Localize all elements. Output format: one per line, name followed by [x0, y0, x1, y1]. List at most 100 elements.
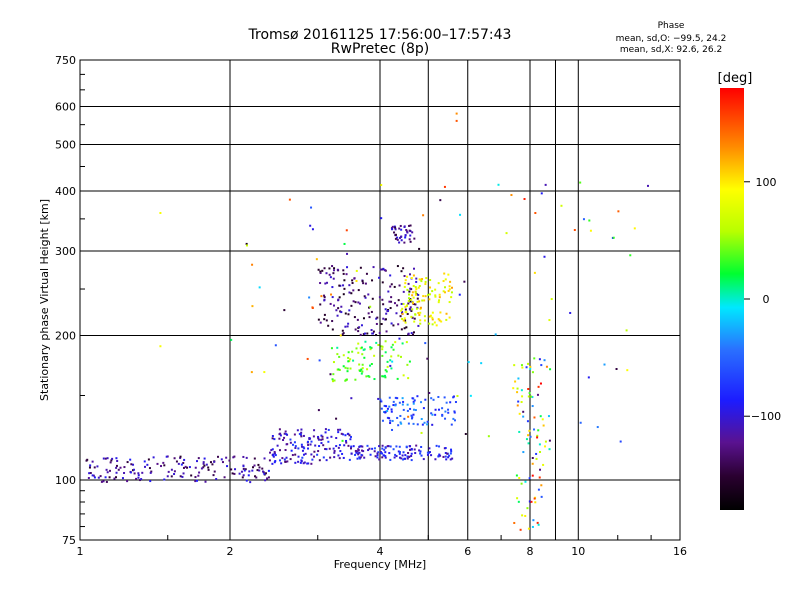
- data-point: [520, 401, 523, 404]
- data-point: [351, 279, 354, 282]
- data-point: [354, 449, 357, 452]
- data-point: [439, 454, 442, 457]
- data-point: [401, 454, 404, 457]
- data-point: [426, 453, 429, 456]
- data-point: [435, 444, 438, 447]
- data-point: [276, 444, 279, 447]
- data-point: [384, 451, 387, 454]
- data-point: [263, 472, 266, 475]
- data-point: [545, 365, 548, 368]
- data-point: [335, 437, 338, 440]
- data-point: [629, 254, 632, 257]
- data-point: [401, 310, 404, 313]
- data-point: [395, 455, 398, 458]
- data-point: [338, 444, 341, 447]
- data-point: [363, 456, 366, 459]
- data-point: [327, 324, 330, 327]
- data-point: [331, 378, 334, 381]
- data-point: [431, 423, 434, 426]
- data-point: [333, 451, 336, 454]
- data-point: [367, 293, 370, 296]
- data-point: [306, 357, 309, 360]
- data-point: [394, 453, 397, 456]
- data-point: [373, 354, 376, 357]
- data-point: [344, 434, 347, 437]
- data-point: [410, 298, 413, 301]
- data-point: [378, 296, 381, 299]
- data-point: [167, 470, 170, 473]
- data-point: [428, 451, 431, 454]
- data-point: [452, 417, 455, 420]
- data-point: [232, 456, 235, 459]
- data-point: [362, 450, 365, 453]
- data-point: [182, 461, 185, 464]
- data-point: [182, 466, 185, 469]
- data-point: [408, 224, 411, 227]
- data-point: [419, 450, 422, 453]
- data-point: [328, 267, 331, 270]
- data-point: [299, 433, 302, 436]
- data-point: [279, 434, 282, 437]
- data-point: [290, 449, 293, 452]
- data-point: [582, 218, 585, 221]
- data-point: [402, 302, 405, 305]
- data-point: [464, 432, 467, 435]
- data-point: [431, 311, 434, 314]
- data-point: [530, 500, 533, 503]
- data-point: [409, 407, 412, 410]
- data-point: [377, 451, 380, 454]
- data-point: [540, 495, 543, 498]
- data-point: [369, 453, 372, 456]
- data-point: [410, 332, 413, 335]
- data-point: [288, 198, 291, 201]
- data-point: [149, 471, 152, 474]
- data-point: [384, 455, 387, 458]
- data-point: [362, 348, 365, 351]
- data-point: [414, 303, 417, 306]
- data-point: [487, 435, 490, 438]
- data-point: [626, 369, 629, 372]
- data-point: [406, 455, 409, 458]
- data-point: [391, 428, 394, 431]
- data-point: [401, 458, 404, 461]
- data-point: [527, 362, 530, 365]
- data-point: [369, 348, 372, 351]
- data-point: [314, 444, 317, 447]
- data-point: [318, 459, 321, 462]
- data-point: [297, 455, 300, 458]
- data-point: [197, 474, 200, 477]
- data-point: [404, 279, 407, 282]
- data-point: [375, 341, 378, 344]
- data-point: [102, 480, 105, 483]
- data-point: [173, 457, 176, 460]
- data-point: [536, 436, 539, 439]
- data-point: [381, 354, 384, 357]
- data-point: [535, 452, 538, 455]
- data-point: [248, 470, 251, 473]
- data-point: [163, 478, 166, 481]
- data-point: [548, 439, 551, 442]
- data-point: [411, 231, 414, 234]
- x-tick-label: 10: [571, 545, 585, 558]
- data-point: [390, 355, 393, 358]
- data-point: [372, 330, 375, 333]
- data-point: [87, 477, 90, 480]
- data-point: [384, 376, 387, 379]
- data-point: [344, 312, 347, 315]
- data-point: [397, 299, 400, 302]
- data-point: [320, 295, 323, 298]
- data-point: [163, 464, 166, 467]
- data-point: [359, 266, 362, 269]
- data-point: [409, 287, 412, 290]
- data-point: [328, 273, 331, 276]
- data-point: [539, 468, 542, 471]
- data-point: [395, 445, 398, 448]
- data-point: [278, 428, 281, 431]
- data-point: [394, 396, 397, 399]
- data-point: [403, 241, 406, 244]
- data-point: [400, 228, 403, 231]
- data-point: [413, 399, 416, 402]
- data-point: [331, 265, 334, 268]
- data-point: [338, 368, 341, 371]
- colorbar-label: [deg]: [718, 71, 753, 86]
